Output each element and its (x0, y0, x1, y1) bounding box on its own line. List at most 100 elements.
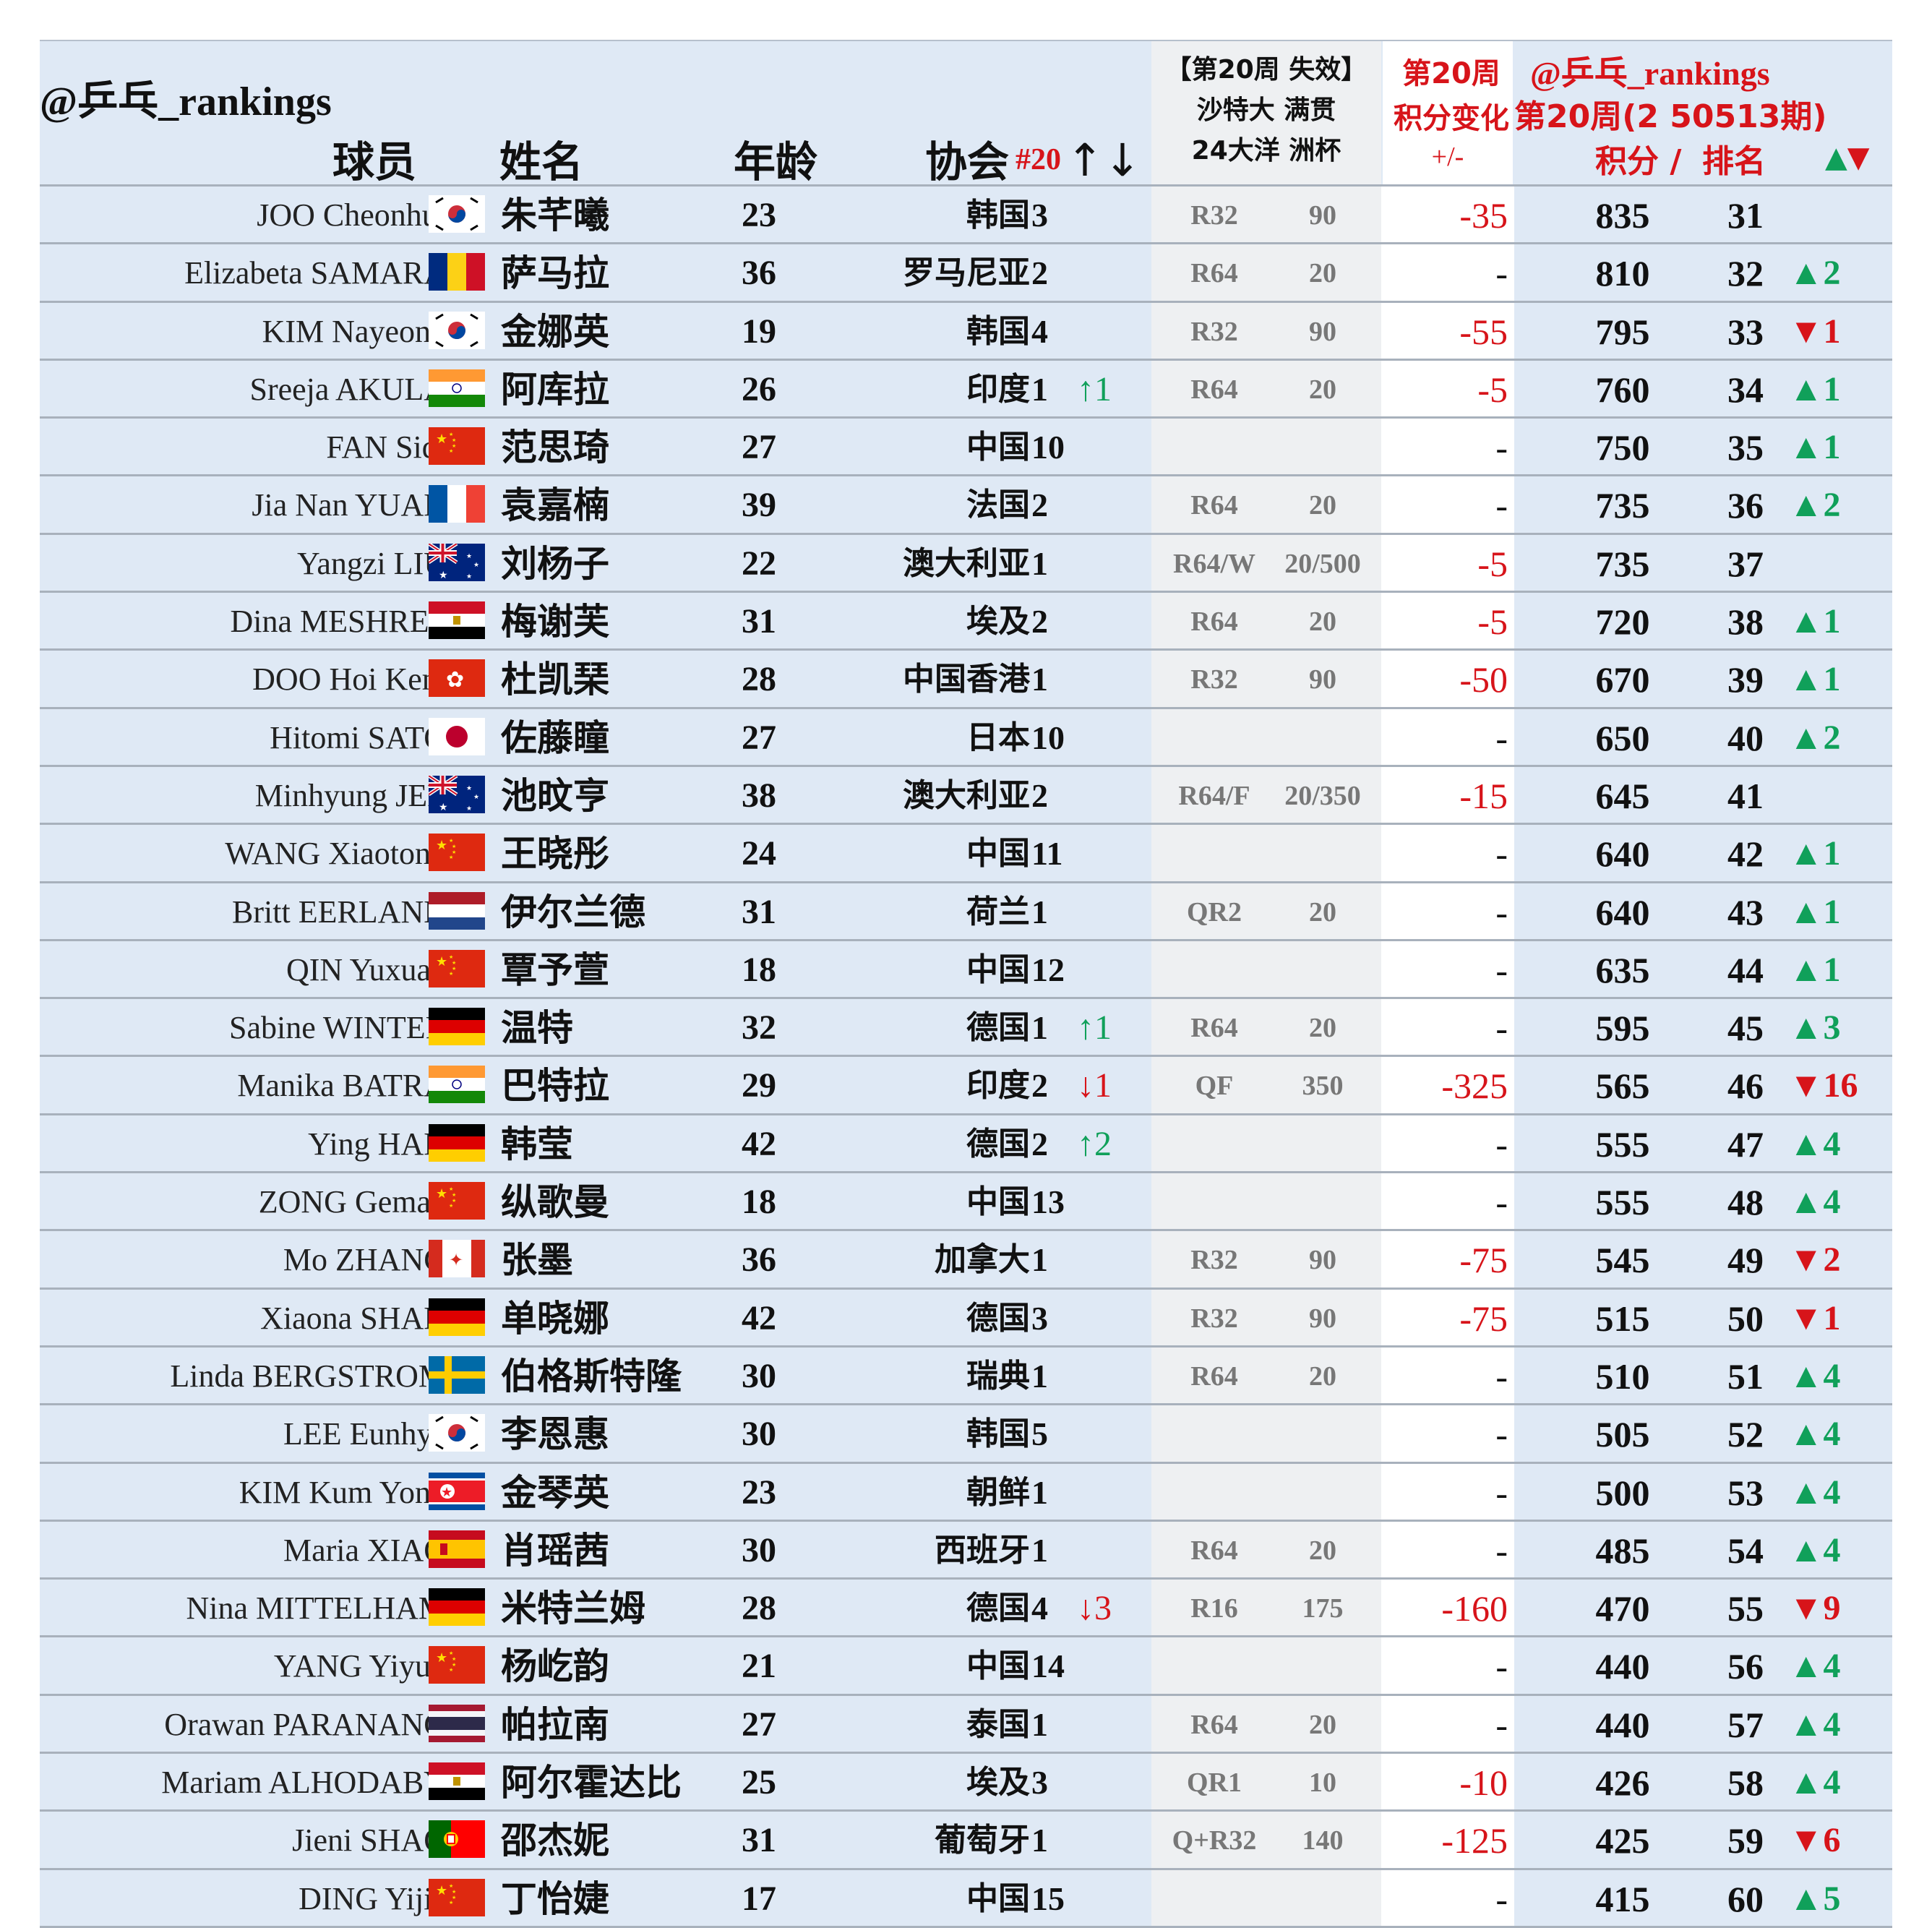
association: 中国香港 (903, 661, 1030, 698)
rank: 42 (1727, 834, 1764, 875)
points-change: -75 (1459, 1240, 1508, 1281)
player-chinese-name: 刘杨子 (501, 542, 609, 585)
svg-text:★: ★ (436, 838, 447, 852)
flag-icon (429, 253, 485, 291)
row-bg-expire (1151, 651, 1381, 707)
player-chinese-name: 梅谢芙 (501, 601, 609, 643)
rank: 41 (1727, 775, 1764, 816)
flag-icon (429, 1588, 485, 1627)
up-triangle-icon: ▲ (1825, 141, 1847, 174)
row-bg-left (40, 1347, 1151, 1404)
svg-text:★: ★ (452, 1889, 456, 1895)
expire-points: 20 (1309, 1709, 1336, 1740)
association-count: 13 (1031, 1183, 1065, 1221)
row-bg-right (1514, 883, 1892, 939)
player-age: 25 (742, 1763, 776, 1802)
row-bg-expire (1151, 1057, 1381, 1113)
association: 澳大利亚 (903, 544, 1030, 582)
row-bg-expire (1151, 1695, 1381, 1752)
svg-text:★: ★ (452, 437, 456, 443)
rank: 39 (1727, 659, 1764, 700)
points-change: -125 (1441, 1820, 1508, 1861)
player-chinese-name: 丁怡婕 (501, 1877, 609, 1920)
rank-move: ▲4 (1789, 1356, 1841, 1395)
association: 西班牙 (935, 1531, 1030, 1569)
flag-icon (429, 1704, 485, 1742)
association: 澳大利亚 (903, 776, 1030, 814)
points: 760 (1595, 369, 1650, 410)
expire-points: 20 (1309, 1013, 1336, 1044)
player-chinese-name: 伯格斯特隆 (501, 1355, 682, 1397)
row-bg-expire (1151, 1754, 1381, 1810)
header-age: 年龄 (734, 137, 818, 187)
row-bg-left (40, 1754, 1151, 1810)
expire-points: 20/350 (1284, 780, 1361, 811)
svg-text:★: ★ (449, 1667, 453, 1673)
association-count: 15 (1031, 1880, 1065, 1917)
player-age: 28 (742, 1589, 776, 1628)
association: 埃及 (966, 603, 1030, 640)
points-change: -75 (1459, 1298, 1508, 1339)
flag-icon: ★ ★★★★ (429, 1646, 485, 1684)
flag-icon: ✦ (429, 1240, 485, 1278)
rank: 50 (1727, 1298, 1764, 1339)
rank: 31 (1727, 195, 1764, 236)
expire-line-1: 【第20周 失效】 (1165, 55, 1368, 85)
row-bg-expire (1151, 534, 1381, 591)
points: 545 (1595, 1240, 1650, 1281)
rank: 58 (1727, 1762, 1764, 1804)
table-row: Maria XIAO 肖瑶茜 30 西班牙 1 R64 20 - 485 54 ▲4 (40, 1521, 1892, 1580)
expire-round: R64 (1190, 607, 1238, 638)
association-count: 4 (1031, 1590, 1048, 1627)
table-row: JOO Cheonhui 朱芊曦 23 韩国 3 R32 90 -35 835 31 (40, 187, 1892, 245)
count-move: ↓3 (1077, 1589, 1112, 1628)
svg-text:★: ★ (436, 1186, 447, 1201)
row-bg-right (1514, 476, 1892, 533)
row-bg-expire (1151, 360, 1381, 417)
rank: 38 (1727, 601, 1764, 643)
row-bg-expire (1151, 593, 1381, 649)
association-count: 4 (1031, 312, 1048, 350)
player-english-name: Jieni SHAO (292, 1822, 447, 1859)
row-bg-expire (1151, 766, 1381, 823)
rank-move: ▲1 (1789, 660, 1841, 699)
svg-text:★: ★ (452, 1198, 456, 1204)
row-bg-left (40, 766, 1151, 823)
points-label: 积分 / (1595, 143, 1682, 180)
association: 印度 (966, 1067, 1030, 1105)
rank: 40 (1727, 717, 1764, 758)
flag-icon (429, 891, 485, 930)
player-english-name: Maria XIAO (283, 1532, 447, 1568)
player-age: 31 (742, 1821, 776, 1860)
points-change: - (1495, 949, 1508, 990)
player-english-name: JOO Cheonhui (257, 197, 447, 233)
player-age: 18 (742, 950, 776, 989)
player-english-name: Minhyung JEE (254, 777, 447, 813)
points-change: -15 (1459, 775, 1508, 816)
points-change: - (1495, 1008, 1508, 1049)
flag-icon: ★★★★ (429, 775, 485, 813)
association: 印度 (966, 370, 1030, 408)
expire-points: 20 (1309, 374, 1336, 405)
change-title: 第20周 积分变化 (1383, 51, 1520, 141)
association-count: 10 (1031, 429, 1065, 466)
flag-icon (429, 1008, 485, 1046)
expire-points: 90 (1309, 1245, 1336, 1276)
flag-icon: ★ ★★★★ (429, 1182, 485, 1220)
expire-round: Q+R32 (1172, 1825, 1257, 1856)
svg-text:★: ★ (449, 1203, 453, 1209)
player-age: 29 (742, 1066, 776, 1105)
expire-round: R64 (1190, 1361, 1238, 1392)
rank-move: ▼16 (1789, 1066, 1858, 1105)
points: 440 (1595, 1646, 1650, 1687)
count-move: ↓1 (1077, 1066, 1112, 1105)
association-count: 14 (1031, 1648, 1065, 1685)
expire-points: 10 (1309, 1768, 1336, 1799)
svg-text:★: ★ (436, 954, 447, 969)
player-english-name: DOO Hoi Kem (252, 661, 447, 698)
header-count: #20 (1016, 143, 1061, 176)
association: 中国 (966, 429, 1030, 466)
row-bg-left (40, 476, 1151, 533)
association-count: 1 (1031, 1531, 1048, 1569)
row-bg-left (40, 1115, 1151, 1172)
